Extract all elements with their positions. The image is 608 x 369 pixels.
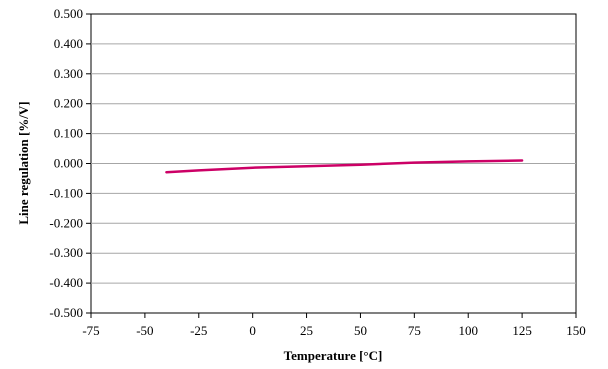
x-tick-label: 0	[249, 323, 256, 338]
y-tick-label: -0.500	[49, 305, 83, 320]
series-line	[165, 159, 524, 174]
x-tick-label: 100	[458, 323, 478, 338]
x-tick-label: 75	[408, 323, 421, 338]
y-tick-label: 0.000	[54, 156, 83, 171]
x-tick-label: -25	[190, 323, 207, 338]
y-tick-label: -0.300	[49, 245, 83, 260]
x-tick-label: 125	[512, 323, 532, 338]
gridlines	[86, 13, 577, 318]
y-tick-label: 0.500	[54, 6, 83, 21]
x-tick-label: -75	[82, 323, 99, 338]
series-group	[165, 159, 524, 174]
y-tick-label: -0.400	[49, 275, 83, 290]
y-axis-title: Line regulation [%/V]	[16, 101, 31, 224]
y-tick-label: -0.200	[49, 215, 83, 230]
x-axis-title: Temperature [°C]	[284, 348, 383, 363]
y-tick-label: 0.300	[54, 66, 83, 81]
y-tick-labels: 0.500 0.400 0.300 0.200 0.100 0.000 -0.100 -0.2…	[49, 6, 83, 320]
x-tick-label: 25	[300, 323, 313, 338]
x-tick-labels: -75 -50 -25 0 25 50 75 100 125 150	[82, 323, 585, 338]
y-tick-label: 0.100	[54, 126, 83, 141]
x-tick-label: 150	[566, 323, 586, 338]
x-tick-label: -50	[136, 323, 153, 338]
y-tick-label: 0.200	[54, 96, 83, 111]
x-tick-label: 50	[354, 323, 367, 338]
y-tick-label: 0.400	[54, 36, 83, 51]
y-tick-label: -0.100	[49, 185, 83, 200]
